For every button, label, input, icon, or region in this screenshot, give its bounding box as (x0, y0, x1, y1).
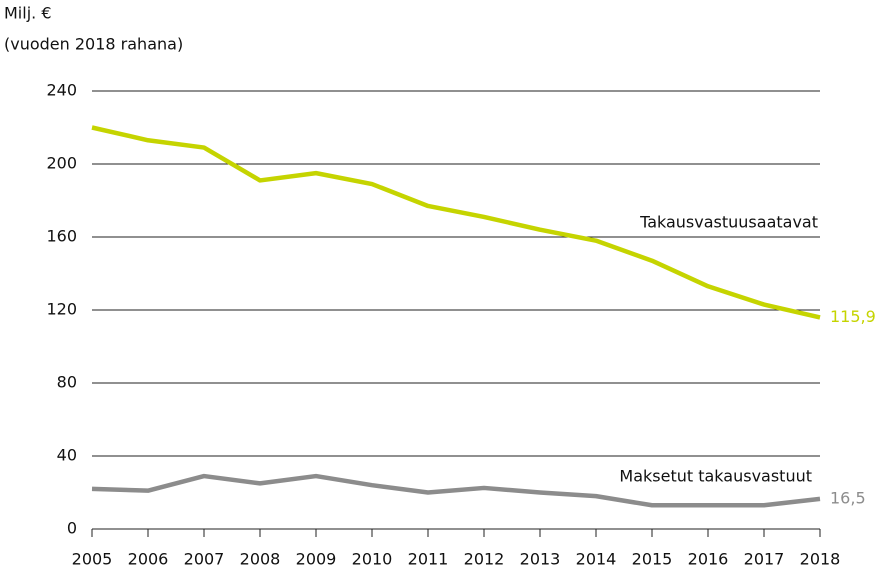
x-tick-label: 2017 (744, 550, 785, 569)
series-name: Takausvastuusaatavat (639, 213, 818, 232)
y-tick-label: 200 (46, 154, 77, 173)
y-tick-label: 0 (67, 519, 77, 538)
x-tick-label: 2018 (800, 550, 841, 569)
y-tick-label: 80 (57, 373, 77, 392)
x-tick-label: 2009 (296, 550, 337, 569)
series-name: Maksetut takausvastuut (619, 467, 812, 486)
x-tick-label: 2011 (408, 550, 449, 569)
x-tick-label: 2012 (464, 550, 505, 569)
x-tick-label: 2016 (688, 550, 729, 569)
x-tick-label: 2015 (632, 550, 673, 569)
series-line (91, 473, 821, 508)
y-tick-label: 120 (46, 300, 77, 319)
x-tick-label: 2006 (128, 550, 169, 569)
y-tick-label: 240 (46, 81, 77, 100)
x-tick-label: 2014 (576, 550, 617, 569)
x-tick-label: 2005 (72, 550, 113, 569)
value-label: 115,9 (830, 307, 876, 326)
x-tick-label: 2007 (184, 550, 225, 569)
x-tick-label: 2008 (240, 550, 281, 569)
x-tick-label: 2013 (520, 550, 561, 569)
y-tick-label: 40 (57, 446, 77, 465)
y-axis-label: Milj. € (4, 4, 52, 23)
series-line (91, 125, 821, 320)
y-axis-label: (vuoden 2018 rahana) (4, 35, 183, 54)
value-label: 16,5 (830, 488, 866, 507)
x-tick-label: 2010 (352, 550, 393, 569)
y-tick-label: 160 (46, 227, 77, 246)
